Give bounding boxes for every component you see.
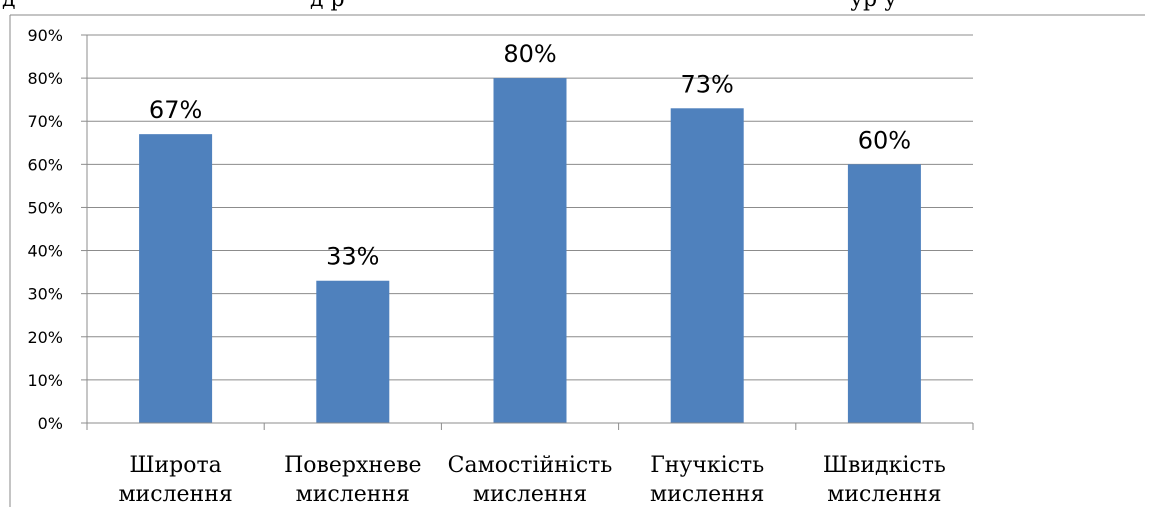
cropped-text-left: д <box>2 0 16 12</box>
y-tick-label: 30% <box>27 285 63 304</box>
y-tick-label: 60% <box>27 155 63 174</box>
y-axis-tick-labels: 0% 10% 20% 30% 40% 50% 60% 70% 80% 90% <box>27 26 63 433</box>
y-tick-label: 40% <box>27 242 63 261</box>
bar <box>493 78 567 423</box>
x-tick-label: мислення <box>296 482 410 507</box>
data-label: 60% <box>858 126 911 154</box>
y-tick-label: 0% <box>38 414 63 433</box>
bar <box>316 280 390 423</box>
x-tick-label: мислення <box>473 482 587 507</box>
y-tick-label: 70% <box>27 112 63 131</box>
bar <box>847 164 921 424</box>
cropped-text-middle: д р <box>310 0 345 12</box>
x-tick-label: мислення <box>118 482 232 507</box>
axes <box>81 34 974 430</box>
data-label: 73% <box>681 70 734 98</box>
x-tick-label: Гнучкість <box>650 453 764 478</box>
y-tick-label: 80% <box>27 69 63 88</box>
x-axis-tick-labels: Широта мислення Поверхневе мислення Самостій… <box>118 453 945 507</box>
x-tick-label: Широта <box>129 453 221 478</box>
data-label: 33% <box>326 243 379 271</box>
x-tick-label: Поверхневе <box>284 453 421 478</box>
y-tick-label: 10% <box>27 371 63 390</box>
y-tick-label: 50% <box>27 198 63 217</box>
data-labels: 67% 33% 80% 73% 60% <box>149 40 911 271</box>
bar <box>139 134 213 423</box>
y-tick-label: 90% <box>27 26 63 45</box>
data-label: 67% <box>149 96 202 124</box>
x-tick-label: Самостійність <box>448 453 613 478</box>
y-tick-label: 20% <box>27 328 63 347</box>
cropped-text-right: ур у <box>850 0 897 12</box>
x-tick-label: мислення <box>650 482 764 507</box>
cropped-top-text: д д р ур у <box>2 0 897 12</box>
x-tick-label: мислення <box>827 482 941 507</box>
data-label: 80% <box>503 40 556 68</box>
bars <box>139 78 921 424</box>
x-tick-label: Швидкість <box>823 453 946 478</box>
bar <box>670 108 744 424</box>
